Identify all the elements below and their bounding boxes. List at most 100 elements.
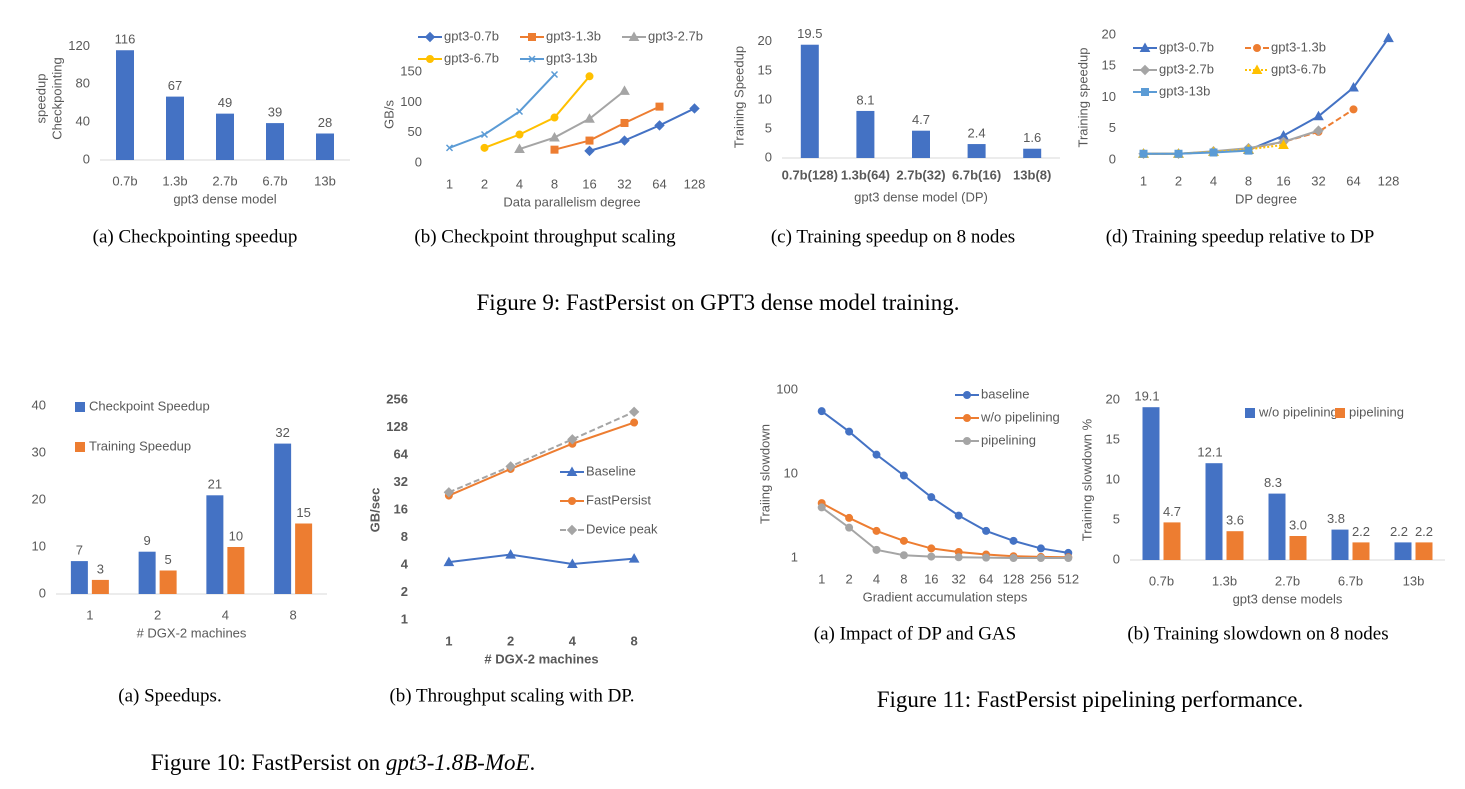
data-label: 32 [275,425,289,440]
legend-marker [963,414,971,422]
point [817,503,826,512]
point [567,558,578,569]
x-axis-label: # DGX-2 machines [484,651,598,666]
point [1278,139,1289,149]
bar [316,133,334,160]
bar [166,96,184,160]
y-tick-label: 10 [784,465,798,480]
caption-text: Figure 10: FastPersist on [150,750,386,775]
data-label: 8.3 [1264,475,1282,490]
y-tick-label: 0 [83,151,90,166]
x-axis-label: gpt3 dense model [173,191,276,206]
legend-label: w/o pipelining [1258,404,1338,419]
line [1143,149,1249,155]
bar [1142,407,1160,560]
data-label: 8.1 [856,92,874,107]
legend-marker [528,33,536,41]
legend-label: gpt3-1.3b [1271,39,1326,54]
data-label: 3.8 [1327,511,1345,526]
point [445,144,454,152]
point [899,471,908,480]
x-tick-label: 64 [652,176,666,191]
x-tick-label: 1.3b [162,173,187,188]
x-tick-label: 64 [979,571,993,586]
bar [266,123,284,160]
data-label: 19.1 [1134,389,1159,404]
data-label: 67 [168,78,182,93]
point [443,487,455,498]
point [443,556,455,567]
point [515,107,524,115]
point [899,536,908,545]
x-tick-label: 32 [951,571,965,586]
legend-label: gpt3-0.7b [444,28,499,43]
y-tick-label: 16 [394,501,408,516]
chart-caption: (b) Throughput scaling with DP. [389,685,634,706]
y-axis-label: GB/s [381,100,396,129]
y-axis-label: Training Speedup [731,46,746,148]
figure-caption: Figure 11: FastPersist pipelining perfor… [877,687,1304,713]
point [550,70,559,79]
legend-label: gpt3-6.7b [1271,61,1326,76]
point [1348,81,1359,92]
x-tick-label: 13b [314,173,336,188]
bar [1023,148,1042,158]
point [927,552,936,561]
y-tick-label: 50 [408,124,422,139]
x-tick-label: 2 [845,571,852,586]
bar [1226,531,1244,560]
y-tick-label: 8 [401,529,408,544]
x-axis-label: Gradient accumulation steps [863,589,1028,604]
y-tick-label: 30 [32,444,46,459]
data-label: 4.7 [912,112,930,127]
data-label: 7 [76,543,83,558]
chart: 0 5 10 15 20 0.7b 1.3b 2.7b 6.7b 13b gpt3 dense mo… [1079,389,1445,644]
legend-swatch [1245,408,1255,418]
point [655,102,664,111]
x-tick-label: 8 [1245,173,1252,188]
data-label: 5 [165,552,172,567]
x-tick-label: 16 [924,571,938,586]
caption-text: . [529,750,536,775]
point [550,113,559,122]
y-tick-label: 5 [1113,511,1120,526]
y-axis-label: Checkpointing [49,57,64,139]
legend-marker [1251,64,1263,74]
line [1143,144,1284,155]
chart-caption: (c) Training speedup on 8 nodes [771,226,1015,247]
y-axis-label: GB/sec [367,488,382,533]
x-tick-label: 6.7b [1338,573,1363,588]
figure-caption: Figure 10: FastPersist on gpt3-1.8B-MoE. [151,750,536,776]
x-tick-label: 128 [1378,173,1400,188]
x-tick-label: 8 [551,176,558,191]
point [585,72,594,81]
point [1174,149,1183,158]
point [1244,146,1253,155]
x-tick-label: 2.7b(32) [896,167,945,182]
legend-label: baseline [981,386,1029,401]
point [872,545,881,554]
legend-marker [528,55,536,63]
line [519,90,626,151]
data-label: 9 [144,533,151,548]
x-tick-label: 256 [1030,571,1052,586]
line [589,107,695,152]
data-label: 2.2 [1352,524,1370,539]
bar [1289,536,1307,560]
point [954,511,963,520]
point [845,523,854,532]
x-tick-label: 0.7b(128) [782,167,838,182]
legend-marker [566,524,578,536]
line [821,410,1069,554]
legend-label: gpt3-13b [1159,83,1210,98]
x-tick-label: 2.7b [1275,573,1300,588]
line [448,553,635,566]
chart: 1 2 4 8 16 32 64 128 256 1 2 4 8 # DGX-2 machines GB/s… [367,391,658,706]
point [505,549,516,559]
y-axis-label: Training slowdown % [1079,418,1094,541]
point [620,118,629,127]
point [550,145,559,154]
data-label: 28 [318,115,332,130]
x-tick-label: 8 [900,571,907,586]
y-tick-label: 0 [1113,551,1120,566]
